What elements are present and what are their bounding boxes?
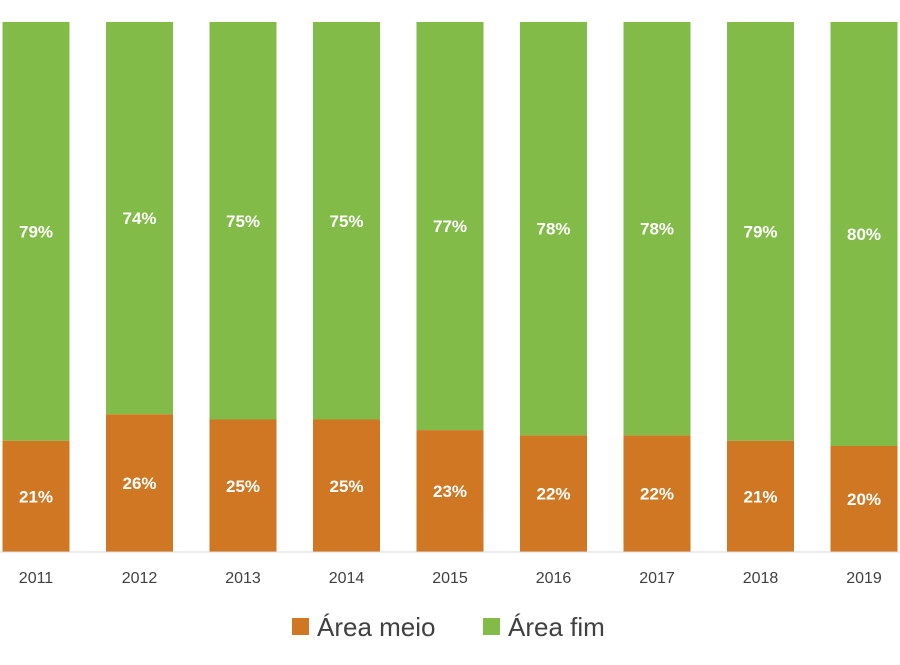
bar-segment-area-fim-2014: [313, 22, 380, 420]
bar-segment-area-fim-2016: [520, 22, 587, 436]
bar-segment-area-meio-2011: [2, 440, 70, 552]
data-label-area-fim-2012: 74%: [122, 209, 156, 228]
bar-segment-area-meio-2013: [209, 419, 277, 552]
bar-segment-area-meio-2014: [313, 419, 380, 552]
bar-segment-area-fim-2018: [727, 22, 794, 441]
data-label-area-meio-2011: 21%: [19, 487, 53, 506]
data-label-area-meio-2016: 22%: [536, 485, 570, 504]
bar-segment-area-fim-2012: [106, 22, 173, 415]
data-label-area-meio-2018: 21%: [743, 487, 777, 506]
bar-segment-area-meio-2018: [727, 440, 794, 552]
x-tick-label-2015: 2015: [432, 570, 468, 587]
bar-segment-area-fim-2017: [623, 22, 691, 436]
data-label-area-fim-2015: 77%: [433, 217, 467, 236]
data-label-area-meio-2012: 26%: [122, 474, 156, 493]
bar-segment-area-meio-2019: [830, 446, 898, 552]
data-label-area-meio-2013: 25%: [226, 477, 260, 496]
x-tick-label-2013: 2013: [225, 570, 261, 587]
data-label-area-fim-2014: 75%: [329, 212, 363, 231]
data-label-area-meio-2015: 23%: [433, 482, 467, 501]
data-label-area-fim-2016: 78%: [536, 220, 570, 239]
data-label-area-fim-2013: 75%: [226, 212, 260, 231]
legend-label-area-fim: Área fim: [508, 612, 605, 642]
x-tick-label-2014: 2014: [329, 570, 365, 587]
x-tick-label-2017: 2017: [639, 570, 675, 587]
bar-segment-area-meio-2016: [520, 435, 587, 552]
bars-layer: 21% 79% 26% 74% 25% 75% 25% 75% 23% 77% 22% 78% 22% 7…: [2, 22, 898, 552]
x-axis-ticks: 2011 2012 2013 2014 2015 2016 2017 2018 2019: [19, 570, 882, 587]
bar-segment-area-fim-2015: [416, 22, 484, 431]
data-label-area-meio-2017: 22%: [640, 485, 674, 504]
data-label-area-meio-2019: 20%: [847, 490, 881, 509]
legend: Área meio Área fim: [292, 612, 605, 642]
x-tick-label-2018: 2018: [743, 570, 779, 587]
x-tick-label-2019: 2019: [846, 570, 882, 587]
bar-segment-area-meio-2012: [106, 414, 173, 552]
bar-segment-area-meio-2017: [623, 435, 691, 552]
data-label-area-fim-2019: 80%: [847, 225, 881, 244]
x-tick-label-2016: 2016: [536, 570, 572, 587]
bar-segment-area-fim-2011: [2, 22, 70, 441]
data-label-area-fim-2017: 78%: [640, 220, 674, 239]
x-tick-label-2011: 2011: [19, 570, 54, 587]
data-label-area-fim-2018: 79%: [743, 222, 777, 241]
bar-segment-area-fim-2019: [830, 22, 898, 446]
legend-item-area-fim: Área fim: [483, 612, 605, 642]
bar-segment-area-meio-2015: [416, 430, 484, 552]
data-label-area-fim-2011: 79%: [19, 222, 53, 241]
data-label-area-meio-2014: 25%: [329, 477, 363, 496]
legend-swatch-area-meio: [292, 618, 309, 635]
x-tick-label-2012: 2012: [122, 570, 158, 587]
legend-label-area-meio: Área meio: [317, 612, 436, 642]
legend-item-area-meio: Área meio: [292, 612, 436, 642]
legend-swatch-area-fim: [483, 618, 500, 635]
bar-segment-area-fim-2013: [209, 22, 277, 420]
